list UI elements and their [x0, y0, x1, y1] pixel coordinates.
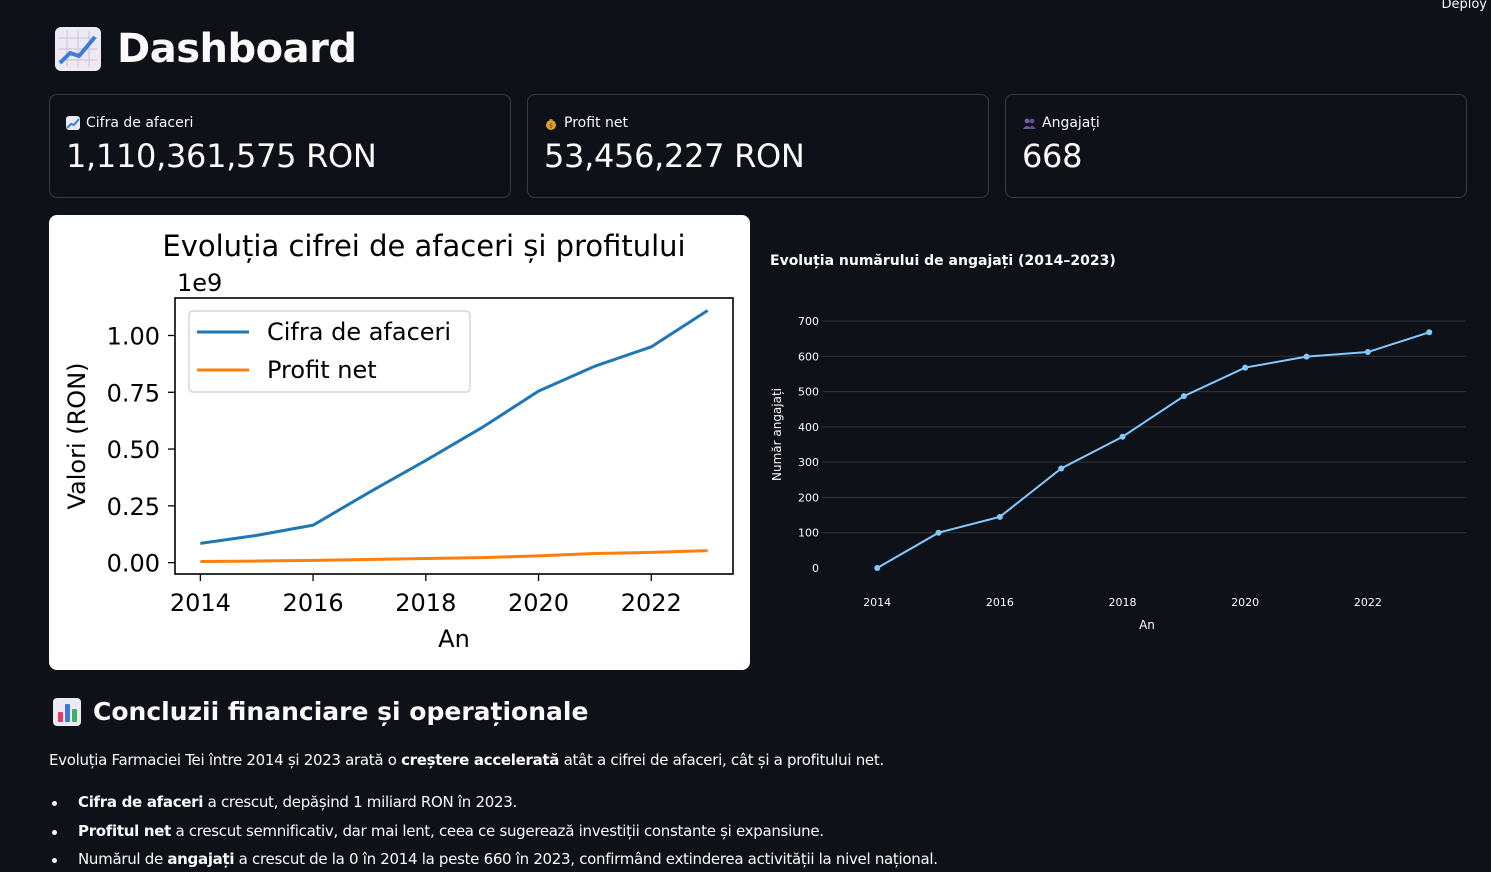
employees-chart[interactable]: Evoluția numărului de angajați (2014–202… — [766, 240, 1478, 640]
list-item: Cifra de afaceri a crescut, depășind 1 m… — [49, 793, 938, 822]
y-tick-label: 0.00 — [107, 550, 160, 578]
metric-card-angajati: Angajați 668 — [1005, 94, 1467, 198]
conclusions-list: Cifra de afaceri a crescut, depășind 1 m… — [49, 793, 938, 872]
page-title-text: Dashboard — [117, 26, 357, 72]
metric-card-profit: $ Profit net 53,456,227 RON — [527, 94, 989, 198]
x-tick-label: 2018 — [395, 589, 456, 617]
page-title: Dashboard — [55, 26, 357, 72]
svg-text:$: $ — [549, 123, 553, 130]
plot-frame — [174, 297, 734, 575]
chart-increasing-icon — [55, 27, 101, 71]
intro-bold: creștere accelerată — [401, 751, 560, 769]
bullet-text: a crescut semnificativ, dar mai lent, ce… — [171, 821, 824, 840]
x-tick-label: 2020 — [508, 589, 569, 617]
y-tick-label: 500 — [798, 386, 819, 399]
conclusions-intro: Evoluția Farmaciei Tei între 2014 și 202… — [49, 751, 884, 769]
employees-chart-svg: Evoluția numărului de angajați (2014–202… — [770, 253, 1466, 632]
bullet-bold: angajați — [167, 850, 235, 868]
y-tick-label: 700 — [798, 315, 819, 328]
people-icon — [1022, 116, 1036, 130]
intro-text: Evoluția Farmaciei Tei între 2014 și 202… — [49, 751, 402, 769]
bullet-text: Numărul de — [78, 850, 168, 868]
y-tick-label: 0.25 — [107, 493, 160, 521]
bullet-text: a crescut de la 0 în 2014 la peste 660 î… — [234, 850, 938, 868]
bullet-text: a crescut, depășind 1 miliard RON în 202… — [203, 793, 518, 811]
data-point — [874, 565, 881, 571]
bullet-bold: Cifra de afaceri — [78, 793, 204, 811]
metric-label-row: $ Profit net — [544, 115, 972, 131]
metric-label-row: Cifra de afaceri — [66, 115, 494, 131]
list-item: Profitul net a crescut semnificativ, dar… — [49, 822, 938, 851]
data-point — [1058, 465, 1065, 472]
metric-value: 53,456,227 RON — [544, 137, 805, 175]
data-point — [935, 529, 942, 536]
metric-label: Profit net — [564, 115, 628, 131]
x-axis-label: An — [1139, 618, 1155, 632]
y-tick-label: 0 — [812, 562, 819, 575]
chart-title: Evoluția cifrei de afaceri și profitului — [162, 229, 685, 263]
x-tick-label: 2022 — [1354, 596, 1382, 609]
x-tick-label: 2018 — [1109, 596, 1137, 609]
metric-value: 1,110,361,575 RON — [66, 137, 377, 175]
series-line-1 — [200, 309, 709, 545]
deploy-button[interactable]: Deploy — [1441, 0, 1487, 12]
metric-label: Angajați — [1042, 115, 1100, 131]
conclusions-title: Concluzii financiare și operaționale — [53, 697, 588, 726]
x-tick-label: 2020 — [1231, 596, 1259, 609]
x-tick-label: 2016 — [283, 589, 344, 617]
bullet-bold: Profitul net — [78, 821, 171, 840]
legend-label: Cifra de afaceri — [267, 318, 451, 346]
y-tick-label: 200 — [798, 491, 819, 504]
metric-label-row: Angajați — [1022, 115, 1450, 131]
series-line-2 — [200, 549, 708, 564]
y-tick-label: 0.75 — [107, 379, 160, 407]
list-item: Numărul de angajați a crescut de la 0 în… — [49, 850, 938, 872]
intro-text-end: atât a cifrei de afaceri, cât și a profi… — [559, 751, 885, 769]
y-tick-label: 400 — [798, 421, 819, 434]
y-axis-label: Număr angajați — [770, 388, 784, 481]
metric-card-cifra: Cifra de afaceri 1,110,361,575 RON — [49, 94, 511, 198]
revenue-profit-chart: Evoluția cifrei de afaceri și profitului… — [49, 215, 750, 670]
data-point — [1242, 364, 1249, 371]
chart-legend: Cifra de afaceri Profit net — [188, 310, 471, 393]
x-tick-label: 2014 — [170, 589, 231, 617]
y-tick-label: 1.00 — [107, 322, 160, 350]
legend-box — [188, 310, 471, 393]
x-tick-label: 2014 — [863, 596, 891, 609]
x-tick-label: 2022 — [621, 589, 682, 617]
metric-value: 668 — [1022, 137, 1083, 175]
axis-offset-label: 1e9 — [177, 269, 222, 297]
chart-increasing-icon — [66, 116, 80, 130]
y-tick-label: 100 — [798, 527, 819, 540]
data-point — [1364, 349, 1371, 356]
y-axis-label: Valori (RON) — [63, 362, 91, 509]
revenue-profit-chart-svg: Evoluția cifrei de afaceri și profitului… — [63, 229, 734, 653]
money-bag-icon: $ — [544, 116, 558, 130]
series-line — [876, 331, 1430, 569]
data-point — [1426, 329, 1433, 336]
data-point — [996, 513, 1003, 520]
conclusions-title-text: Concluzii financiare și operaționale — [93, 697, 589, 726]
data-point — [1303, 353, 1310, 360]
bar-chart-icon — [53, 697, 81, 726]
y-tick-label: 0.50 — [107, 436, 160, 464]
data-point — [1180, 393, 1187, 400]
y-tick-label: 300 — [798, 456, 819, 469]
chart-title: Evoluția numărului de angajați (2014–202… — [770, 253, 1116, 269]
data-point — [1119, 433, 1126, 440]
x-axis-label: An — [438, 625, 470, 653]
legend-label: Profit net — [267, 356, 377, 384]
y-tick-label: 600 — [798, 350, 819, 363]
x-tick-label: 2016 — [986, 596, 1014, 609]
metric-label: Cifra de afaceri — [86, 115, 194, 131]
